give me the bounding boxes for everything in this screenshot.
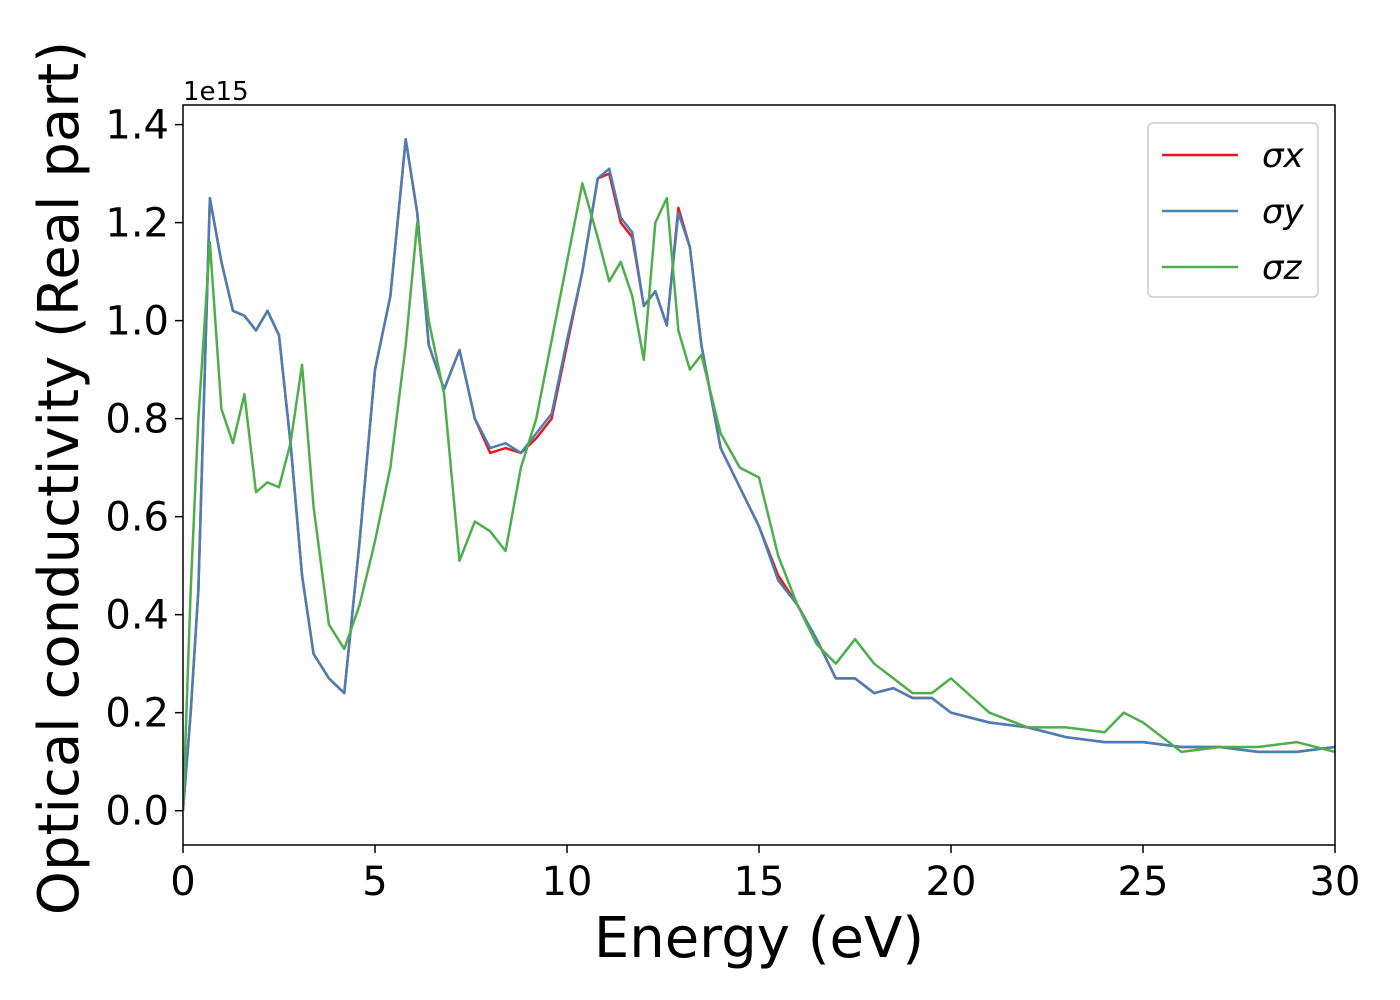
x-tick-label: 20 — [926, 859, 977, 905]
legend-label: σz — [1262, 248, 1303, 288]
y-tick-label: 1.0 — [105, 299, 169, 345]
y-tick-label: 1.2 — [105, 201, 169, 247]
y-tick-label: 1.4 — [105, 103, 169, 149]
legend-label: σx — [1262, 136, 1305, 176]
x-tick-label: 0 — [170, 859, 195, 905]
x-tick-label: 25 — [1118, 859, 1169, 905]
series-line — [183, 182, 1335, 811]
plot-frame — [182, 104, 1336, 846]
y-tick-label: 0.8 — [105, 397, 169, 443]
x-tick-label: 10 — [542, 859, 593, 905]
x-tick-label: 30 — [1310, 859, 1361, 905]
legend-label: σy — [1262, 192, 1305, 232]
y-tick-label: 0.4 — [105, 593, 169, 639]
y-tick-label: 0.0 — [105, 789, 169, 835]
y-tick-label: 0.6 — [105, 495, 169, 541]
y-tick-label: 0.2 — [105, 691, 169, 737]
series-line — [183, 138, 1335, 811]
y-axis-label: Optical conductivity (Real part) — [27, 41, 92, 915]
x-tick-label: 5 — [362, 859, 387, 905]
x-tick-label: 15 — [734, 859, 785, 905]
x-axis-label: Energy (eV) — [594, 906, 924, 971]
offset-label: 1e15 — [183, 77, 249, 107]
